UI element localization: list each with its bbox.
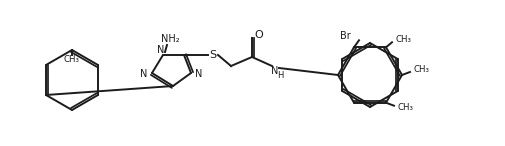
Text: N: N — [140, 69, 147, 79]
Text: S: S — [209, 50, 216, 60]
Text: CH₃: CH₃ — [413, 66, 429, 74]
Text: CH₃: CH₃ — [395, 35, 411, 44]
Text: N: N — [271, 66, 278, 76]
Text: Br: Br — [339, 31, 350, 41]
Text: N: N — [157, 45, 164, 55]
Text: O: O — [254, 30, 263, 40]
Text: NH₂: NH₂ — [161, 34, 179, 44]
Text: CH₃: CH₃ — [64, 54, 80, 64]
Text: N: N — [195, 69, 203, 79]
Text: CH₃: CH₃ — [397, 103, 413, 112]
Text: H: H — [276, 71, 283, 80]
